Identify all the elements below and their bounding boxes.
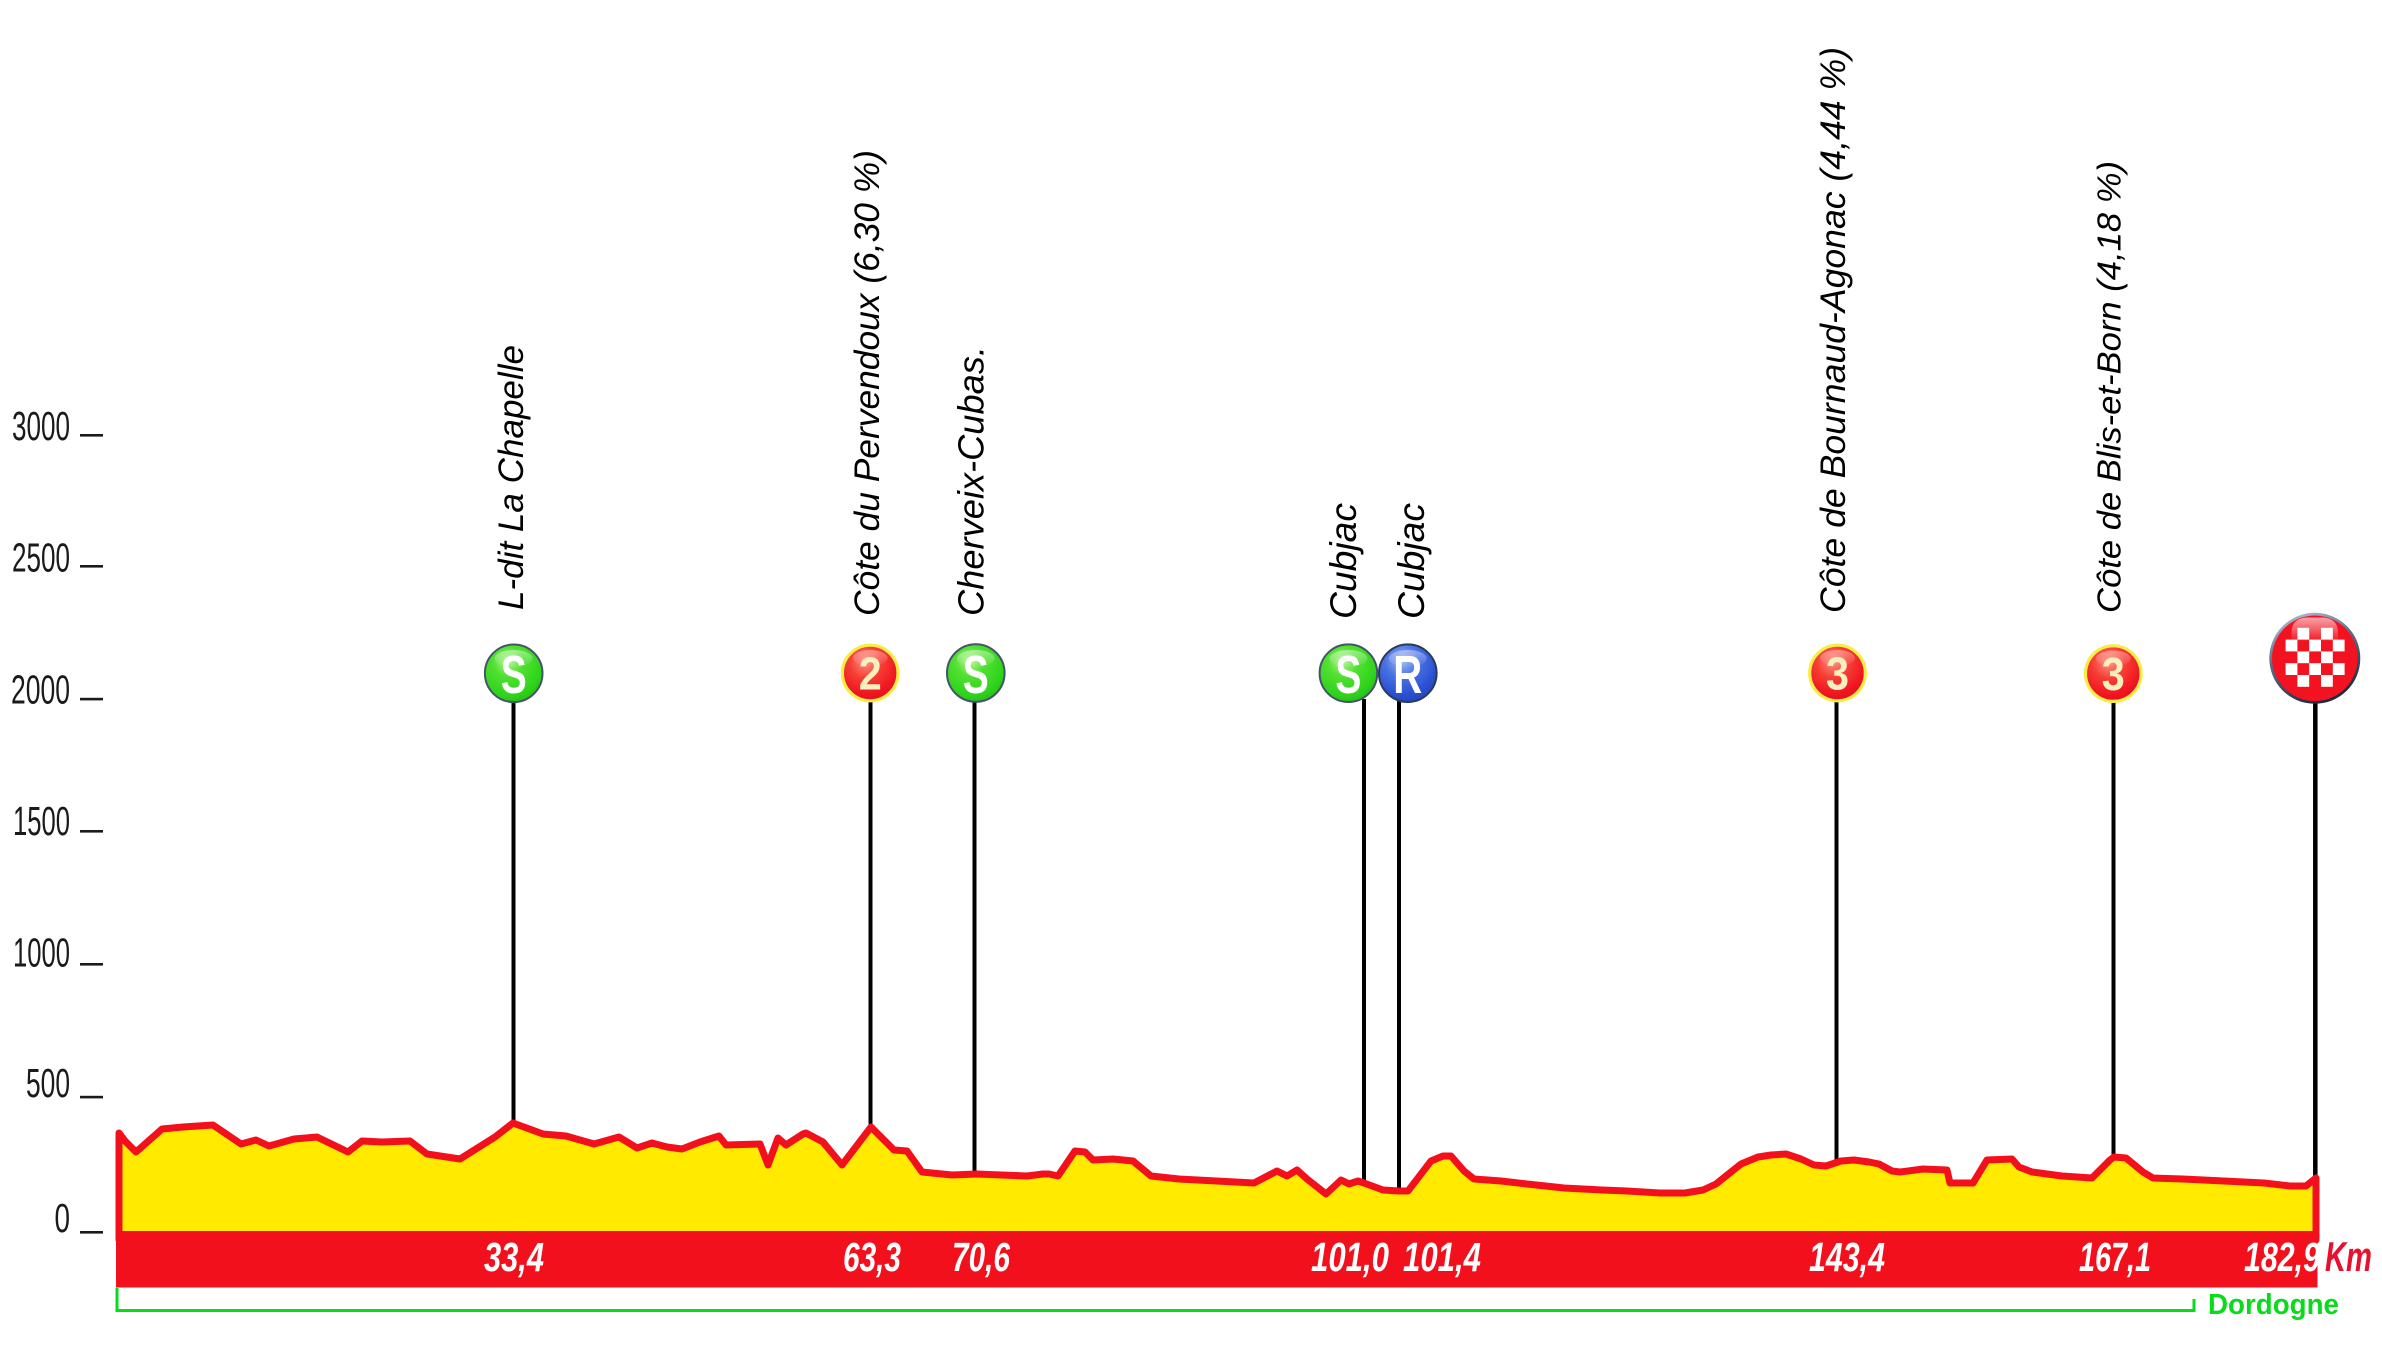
svg-text:2: 2 (859, 648, 882, 700)
svg-text:L-dit La Chapelle: L-dit La Chapelle (492, 345, 531, 610)
svg-text:3000: 3000 (12, 403, 70, 449)
svg-text:Côte de Blis-et-Born (4,18 %): Côte de Blis-et-Born (4,18 %) (2090, 161, 2127, 613)
svg-text:Côte de Bournaud-Agonac (4,44: Côte de Bournaud-Agonac (4,44 %) (1814, 47, 1853, 613)
svg-text:S: S (963, 645, 989, 705)
svg-text:R: R (1393, 645, 1422, 705)
svg-text:0: 0 (55, 1195, 71, 1241)
svg-text:101,4: 101,4 (1403, 1234, 1481, 1280)
svg-text:S: S (501, 645, 527, 705)
svg-text:2000: 2000 (11, 666, 70, 712)
svg-text:Km: Km (2325, 1233, 2372, 1280)
svg-text:2500: 2500 (12, 535, 70, 581)
svg-text:1000: 1000 (13, 930, 70, 976)
svg-text:S: S (1335, 645, 1361, 705)
svg-text:70,6: 70,6 (952, 1234, 1011, 1280)
svg-text:500: 500 (26, 1060, 70, 1106)
svg-text:33,4: 33,4 (484, 1234, 544, 1280)
svg-text:143,4: 143,4 (1809, 1234, 1885, 1280)
svg-text:182,9: 182,9 (2244, 1234, 2320, 1280)
svg-text:3: 3 (2102, 648, 2125, 700)
svg-text:Côte du Pervendoux (6,30 %): Côte du Pervendoux (6,30 %) (848, 150, 887, 616)
svg-text:Cubjac: Cubjac (1323, 503, 1364, 619)
svg-text:Cherveix-Cubas.: Cherveix-Cubas. (951, 346, 992, 616)
svg-text:167,1: 167,1 (2079, 1234, 2151, 1280)
svg-text:101,0: 101,0 (1311, 1234, 1389, 1280)
svg-text:Dordogne: Dordogne (2208, 1289, 2339, 1321)
svg-text:1500: 1500 (13, 798, 70, 844)
svg-text:Cubjac: Cubjac (1391, 503, 1432, 619)
svg-text:3: 3 (1826, 648, 1849, 700)
svg-text:63,3: 63,3 (843, 1234, 901, 1280)
